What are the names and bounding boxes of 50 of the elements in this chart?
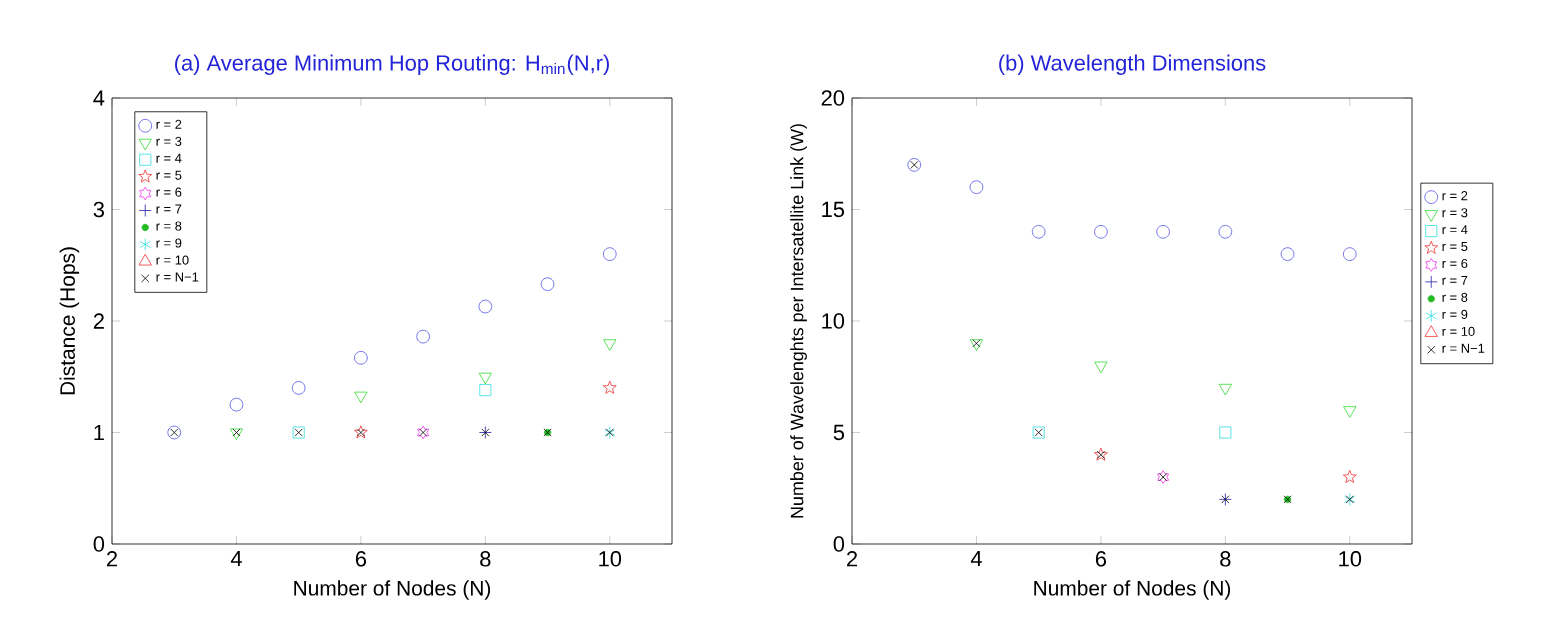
point: [291, 381, 306, 395]
x-tick-label: 10: [1339, 551, 1362, 567]
point: [354, 391, 368, 404]
point: [479, 384, 492, 397]
point: [1343, 406, 1357, 418]
y-axis-title: Distance (Hops): [59, 247, 80, 395]
y-tick-label: 5: [833, 424, 845, 441]
point: [1343, 247, 1357, 261]
y-tick-label: 15: [822, 201, 845, 218]
y-tick-label: 20: [821, 90, 845, 106]
y-tick-label: 4: [93, 90, 105, 106]
x-axis-title: Number of Nodes (N): [1034, 580, 1231, 600]
point: [1094, 361, 1108, 374]
x-axis-title: Number of Nodes (N): [294, 580, 491, 600]
x-tick-label: 2: [847, 551, 858, 567]
x-tick-label: 8: [1220, 551, 1231, 567]
point: [1094, 225, 1108, 239]
point: [1218, 225, 1233, 239]
point: [1342, 469, 1357, 483]
point: [1280, 247, 1295, 261]
y-tick-label: 3: [93, 201, 104, 218]
point: [229, 397, 244, 412]
point: [1156, 225, 1170, 239]
y-tick-label: 0: [93, 536, 105, 552]
point: [1031, 225, 1046, 239]
point: [602, 380, 617, 394]
x-tick-label: 6: [1095, 551, 1107, 567]
point: [1218, 383, 1232, 396]
x-tick-label: 6: [355, 551, 367, 567]
point: [478, 299, 493, 314]
y-tick-label: 10: [822, 313, 845, 329]
point: [540, 277, 555, 291]
point: [1219, 426, 1232, 439]
x-tick-label: 2: [107, 551, 118, 567]
y-tick-label: 2: [93, 313, 104, 329]
point: [969, 180, 984, 194]
y-tick-label: 0: [833, 536, 845, 552]
x-tick-label: 4: [230, 551, 242, 567]
x-tick-label: 10: [599, 551, 622, 567]
x-tick-label: 4: [970, 551, 982, 567]
point: [354, 351, 368, 365]
point: [603, 247, 617, 261]
point: [416, 329, 430, 344]
chart-title: (b) Wavelength Dimensions: [999, 54, 1266, 75]
point: [603, 339, 617, 351]
chart-title: (a) Average Minimum Hop Routing: H$_{min}$(N,r): [175, 54, 609, 75]
y-tick-label: 1: [94, 424, 104, 441]
y-axis-title: Number of Wavelenghts per Intersatellite Link (W): [790, 124, 807, 518]
point: [478, 372, 492, 385]
x-tick-label: 8: [480, 551, 491, 567]
